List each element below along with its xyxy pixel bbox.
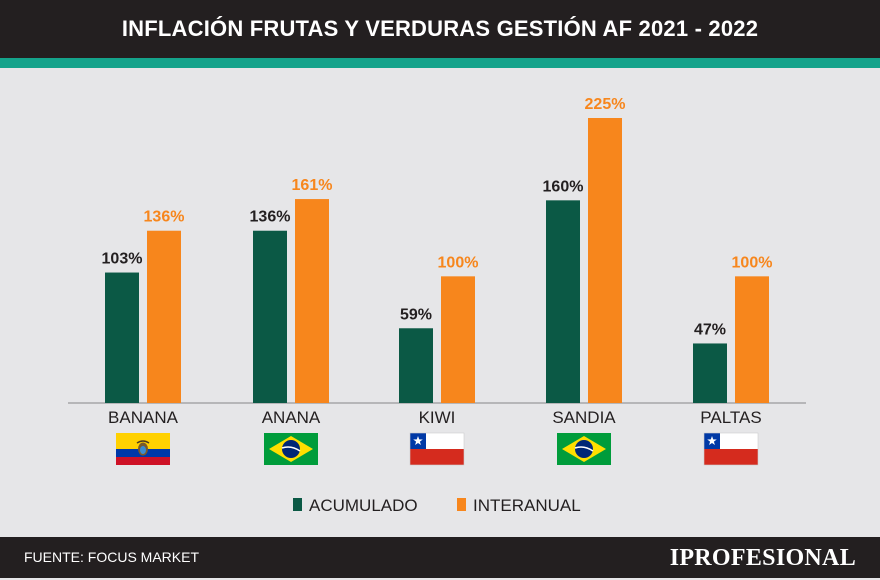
value-label-acumulado-banana: 103% (102, 251, 143, 268)
value-label-acumulado-kiwi: 59% (400, 306, 432, 323)
bar-chart: 103%136% 136%161%59%100%160%225%47%100% B… (68, 96, 806, 515)
chart-title: INFLACIÓN FRUTAS Y VERDURAS GESTIÓN AF 2… (121, 16, 759, 41)
value-label-acumulado-sandia: 160% (543, 178, 584, 195)
bar-acumulado-sandia (546, 200, 580, 403)
flag-ecuador-icon (116, 433, 170, 465)
value-label-interanual-anana: 161% (292, 177, 333, 194)
bar-interanual-kiwi (441, 276, 475, 403)
category-label-kiwi: KIWI (419, 408, 456, 427)
legend: ACUMULADO INTERANUAL (293, 496, 581, 515)
bars-group: 103%136% 136%161%59%100%160%225%47%100% (102, 96, 773, 403)
legend-swatch-acumulado (293, 498, 302, 511)
legend-swatch-interanual (457, 498, 466, 511)
value-label-interanual-paltas: 100% (732, 254, 773, 271)
flag-brazil-icon (557, 433, 611, 465)
accent-strip (0, 58, 880, 68)
bar-interanual-sandia (588, 118, 622, 403)
bar-acumulado-banana (105, 272, 139, 403)
bar-acumulado-anana (253, 230, 287, 403)
flag-chile-icon (703, 432, 759, 466)
value-label-acumulado-paltas: 47% (694, 321, 726, 338)
source-note: FUENTE: FOCUS MARKET (24, 549, 200, 565)
value-label-interanual-sandia: 225% (585, 96, 626, 113)
legend-label-interanual: INTERANUAL (473, 496, 581, 515)
bar-interanual-banana (147, 230, 181, 403)
bar-interanual-paltas (735, 276, 769, 403)
category-label-anana: ANANA (262, 408, 321, 427)
value-label-interanual-kiwi: 100% (438, 254, 479, 271)
bar-acumulado-kiwi (399, 328, 433, 403)
flag-chile-icon (409, 432, 465, 466)
categories-group: BANANA ANANA KIWI SANDIA PALTAS (108, 408, 762, 466)
brand-logo: IPROFESIONAL (669, 545, 856, 571)
bar-interanual-anana (295, 199, 329, 403)
value-label-interanual-banana: 136% (144, 209, 185, 226)
category-label-sandia: SANDIA (552, 408, 616, 427)
value-label-acumulado-anana: 136% (250, 209, 291, 226)
category-label-paltas: PALTAS (700, 408, 761, 427)
footer-bar: FUENTE: FOCUS MARKET IPROFESIONAL (0, 537, 880, 578)
bar-acumulado-paltas (693, 343, 727, 403)
legend-label-acumulado: ACUMULADO (309, 496, 418, 515)
header-bar: INFLACIÓN FRUTAS Y VERDURAS GESTIÓN AF 2… (0, 0, 880, 58)
category-label-banana: BANANA (108, 408, 179, 427)
flag-brazil-icon (264, 433, 318, 465)
